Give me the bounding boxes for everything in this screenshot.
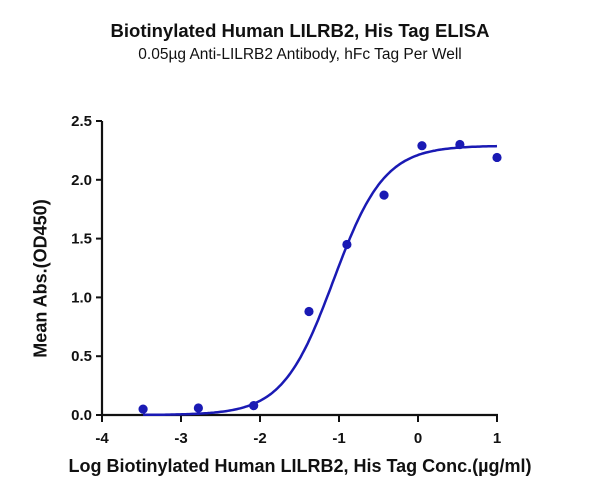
axes: 0.0 0.5 1.0 1.5 2.0 2.5 -4 -3 -2 -1 0 1: [71, 113, 501, 447]
data-point: [193, 403, 203, 413]
data-point: [379, 190, 389, 200]
x-tick-label: -3: [174, 430, 187, 447]
x-axis-label: Log Biotinylated Human LILRB2, His Tag C…: [68, 456, 532, 476]
data-point: [249, 400, 259, 411]
y-tick-label: 0.5: [71, 348, 92, 365]
data-point: [342, 239, 352, 250]
x-tick-label: -1: [332, 430, 345, 447]
x-tick-label: 1: [493, 430, 501, 447]
y-tick-label: 2.5: [71, 113, 92, 130]
x-tick-label: -4: [95, 430, 109, 447]
x-tick-label: 0: [414, 430, 422, 447]
x-tick-label: -2: [253, 430, 266, 447]
data-point: [455, 139, 465, 150]
data-points: [138, 139, 502, 414]
chart-title: Biotinylated Human LILRB2, His Tag ELISA: [110, 20, 490, 41]
chart-subtitle: 0.05µg Anti-LILRB2 Antibody, hFc Tag Per…: [138, 46, 462, 63]
y-tick-label: 1.5: [71, 231, 92, 248]
fit-curve: [143, 144, 498, 417]
data-point: [417, 141, 427, 151]
data-point: [304, 306, 314, 317]
y-axis-label: Mean Abs.(OD450): [30, 199, 51, 358]
data-point: [138, 404, 148, 414]
data-point: [492, 152, 502, 163]
y-tick-label: 1.0: [71, 289, 92, 306]
y-tick-label: 2.0: [71, 172, 92, 189]
y-tick-label: 0.0: [71, 407, 92, 424]
